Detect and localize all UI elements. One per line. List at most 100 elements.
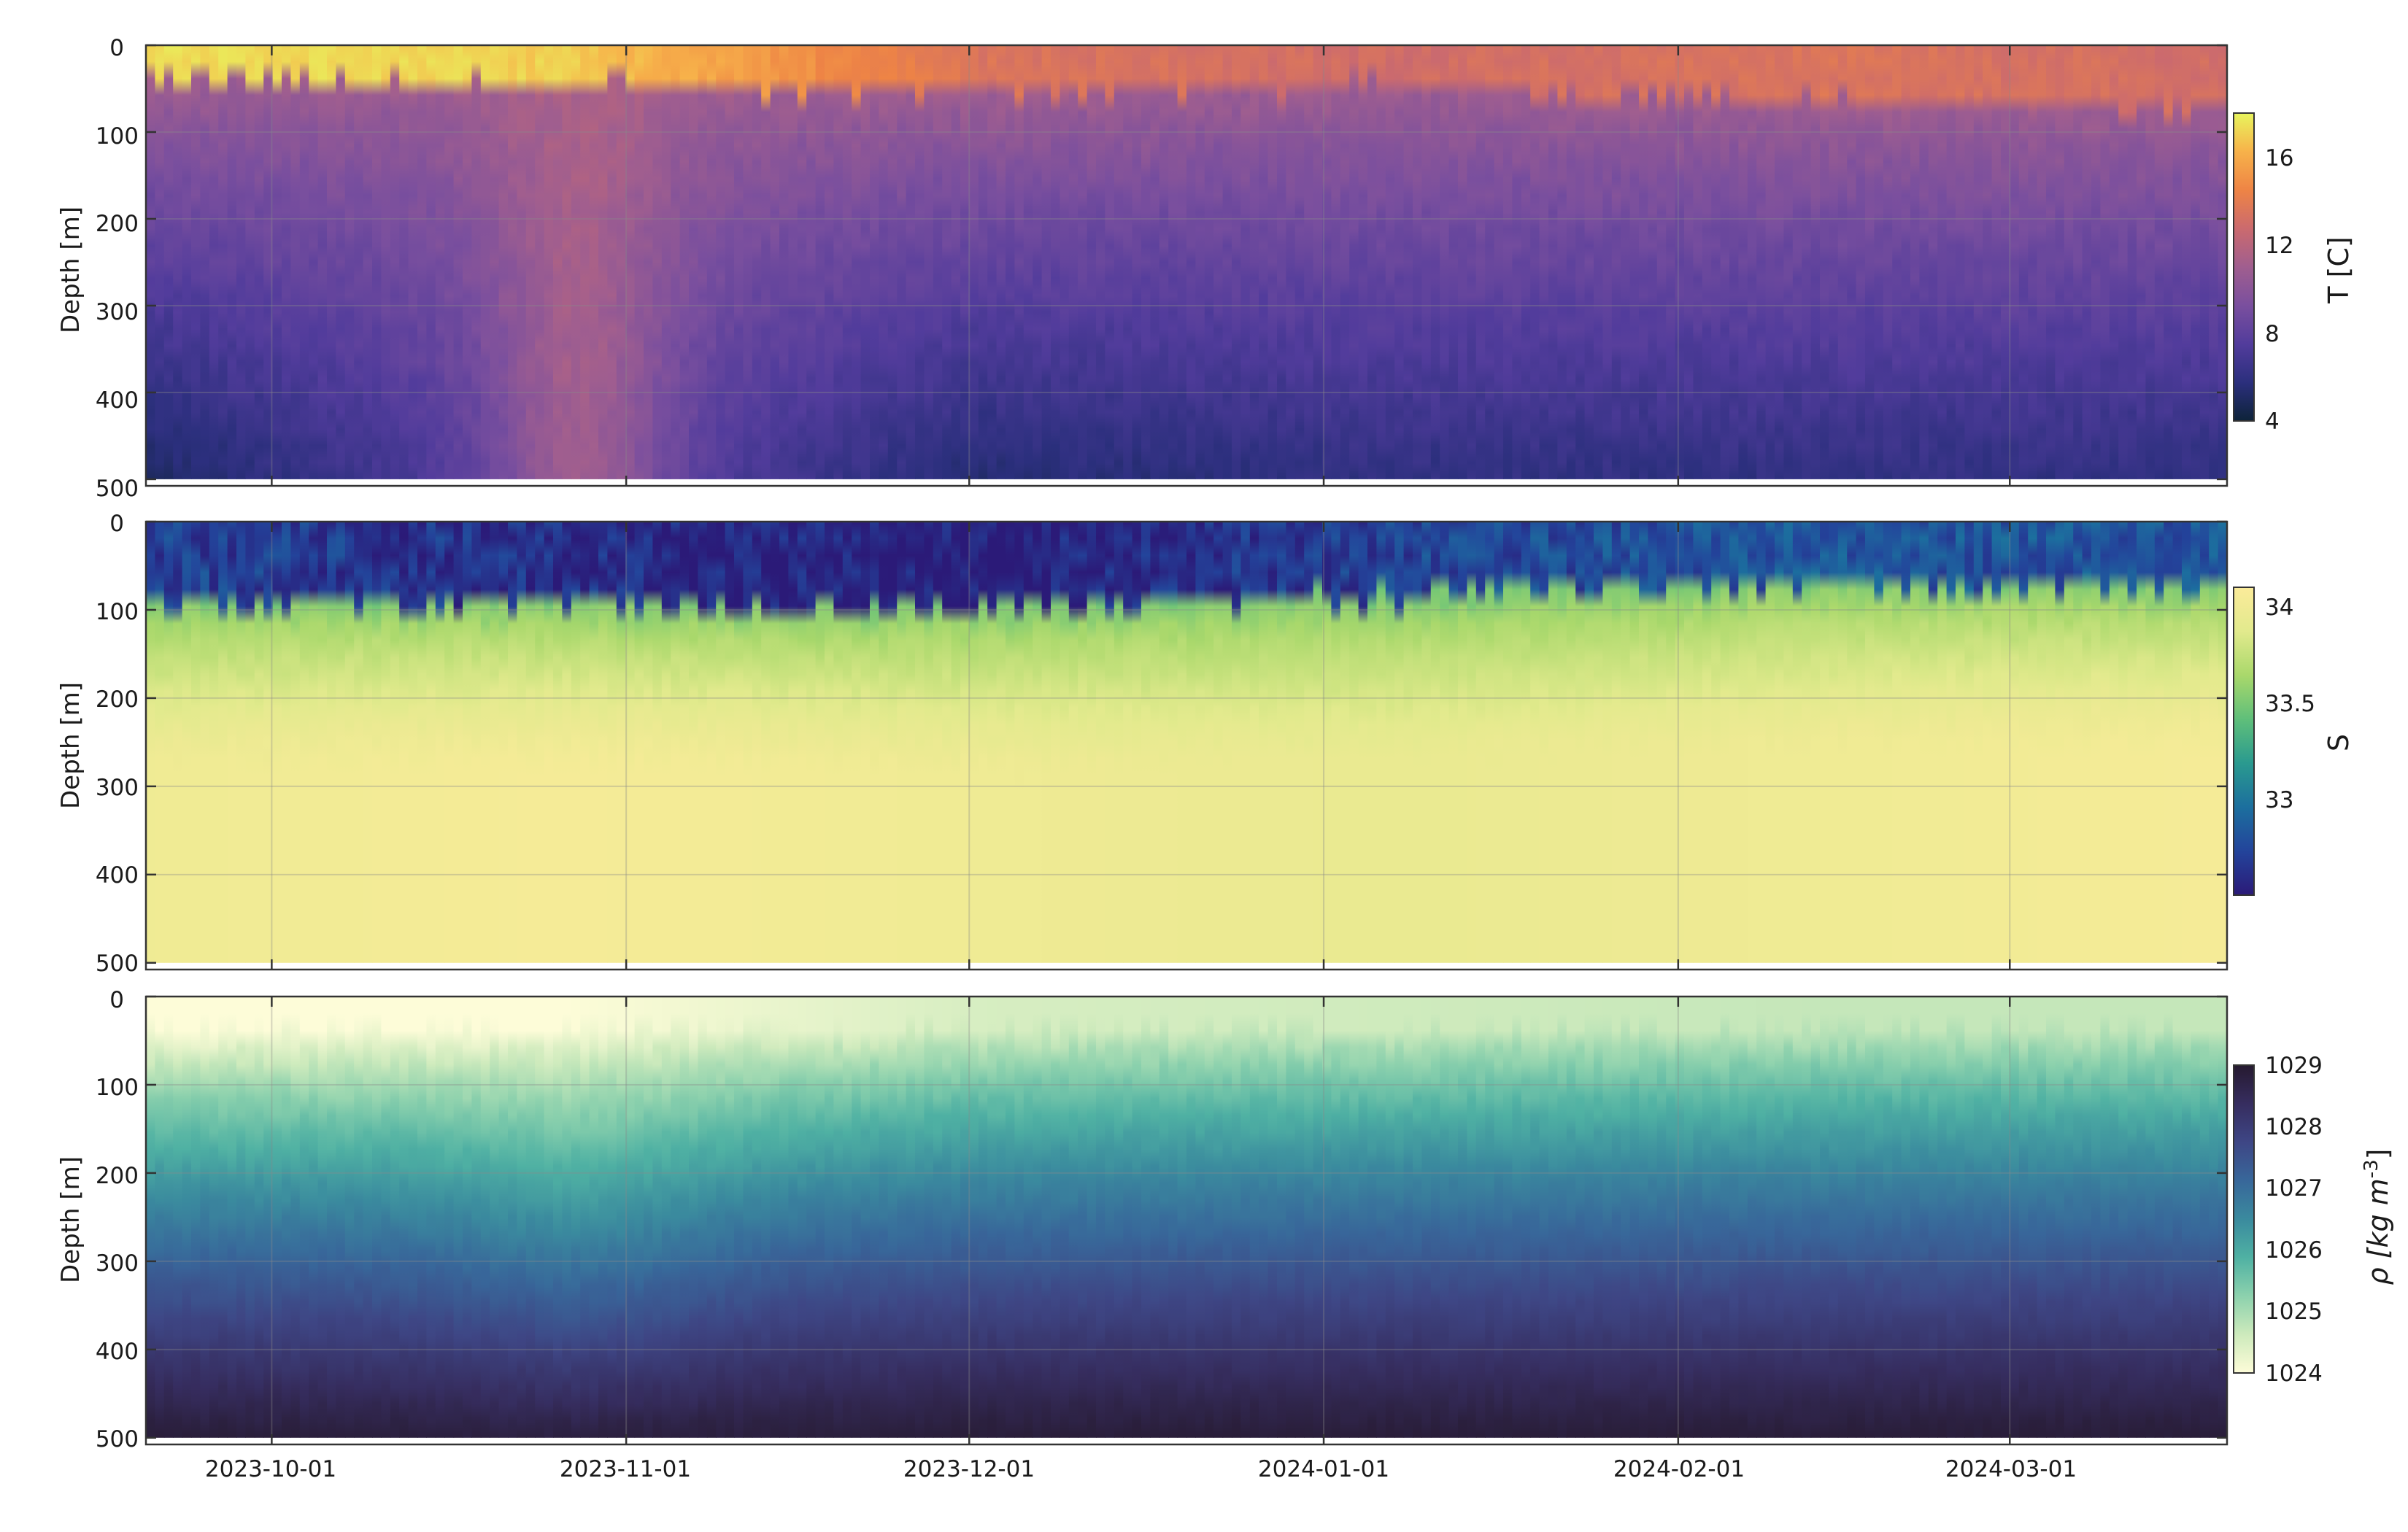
heatmap-cell-column [1322,997,1332,1438]
heatmap-cell-column [525,45,536,479]
heatmap-cell-column [1566,522,1576,963]
heatmap-cell-column [1403,45,1413,479]
heatmap-cell-column [1475,522,1486,963]
heatmap-cell-column [1856,45,1866,479]
heatmap-cell-column [2172,45,2183,479]
heatmap-cell-column [1313,45,1323,479]
heatmap-cell-column [1267,522,1278,963]
heatmap-cell-column [1277,522,1286,963]
heatmap-cell-column [1621,45,1631,479]
heatmap-cell-column [471,997,482,1438]
heatmap-cell-column [607,997,617,1438]
y-tick-label: 400 [96,387,139,414]
salinity-colorbar-bar [2233,587,2255,896]
heatmap-cell-column [1349,997,1359,1438]
heatmap-cell-column [218,522,228,963]
heatmap-cell-column [336,997,346,1438]
heatmap-cell-column [480,45,490,479]
heatmap-cell-column [616,45,626,479]
heatmap-cell-column [1656,45,1667,479]
heatmap-cell-column [1910,997,1920,1438]
heatmap-cell-column [1033,997,1043,1438]
heatmap-cell-column [770,522,780,963]
heatmap-cell-column [535,522,545,963]
heatmap-cell-column [1232,45,1241,479]
heatmap-cell-column [363,522,373,963]
heatmap-cell-column [725,997,735,1438]
heatmap-cell-column [1557,522,1567,963]
heatmap-cell-column [806,997,817,1438]
heatmap-cell-column [1711,522,1721,963]
heatmap-cell-column [2199,45,2210,479]
heatmap-cell-column [1629,45,1640,479]
heatmap-cell-column [716,997,726,1438]
heatmap-cell-column [2082,997,2092,1438]
heatmap-cell-column [2091,522,2101,963]
heatmap-cell-column [852,45,862,479]
heatmap-cell-column [1041,45,1051,479]
heatmap-cell-column [363,997,373,1438]
heatmap-cell-column [1584,45,1594,479]
heatmap-cell-column [1983,997,1993,1438]
heatmap-cell-column [435,997,445,1438]
heatmap-cell-column [1014,997,1024,1438]
heatmap-cell-column [2064,997,2074,1438]
heatmap-cell-column [815,522,825,963]
heatmap-cell-column [1783,45,1794,479]
heatmap-cell-column [842,522,852,963]
heatmap-cell-column [2037,997,2047,1438]
heatmap-cell-column [1304,45,1314,479]
heatmap-cell-column [1023,997,1033,1438]
heatmap-cell-column [1964,45,1975,479]
heatmap-cell-column [309,45,319,479]
heatmap-cell-column [1802,45,1812,479]
colorbar-tick-label: 1025 [2265,1299,2323,1325]
heatmap-cell-column [942,997,952,1438]
heatmap-cell-column [1267,997,1278,1438]
y-tick-label: 0 [109,987,124,1013]
heatmap-cell-column [290,522,301,963]
y-tick-label: 200 [96,686,139,713]
heatmap-cell-column [1421,997,1432,1438]
heatmap-cell-column [390,997,400,1438]
heatmap-cell-column [1204,997,1214,1438]
heatmap-cell-column [1539,997,1549,1438]
heatmap-cell-column [1023,45,1033,479]
heatmap-cell-column [652,45,663,479]
heatmap-cell-column [589,45,599,479]
heatmap-cell-column [544,522,554,963]
heatmap-cell-column [942,45,952,479]
heatmap-cell-column [2182,522,2191,963]
heatmap-cell-column [1041,522,1051,963]
heatmap-cell-column [290,997,301,1438]
heatmap-cell-column [498,997,509,1438]
heatmap-cell-column [2127,522,2137,963]
heatmap-cell-column [1186,997,1196,1438]
heatmap-cell-column [471,522,482,963]
heatmap-cell-column [1775,522,1784,963]
heatmap-cell-column [2010,997,2020,1438]
heatmap-cell-column [336,45,346,479]
heatmap-cell-column [562,522,572,963]
heatmap-cell-column [1684,45,1694,479]
density-y-axis-label: Depth [m] [56,1156,85,1283]
heatmap-cell-column [2037,45,2047,479]
heatmap-cell-column [498,522,509,963]
heatmap-cell-column [1475,997,1486,1438]
heatmap-cell-column [1503,45,1513,479]
heatmap-cell-column [263,522,274,963]
heatmap-cell-column [1232,997,1241,1438]
heatmap-cell-column [833,45,844,479]
colorbar-tick-label: 34 [2265,595,2293,621]
heatmap-cell-column [1548,522,1558,963]
salinity-panel: 0 100 200 300 400 500 Depth [m] 33 33.5 … [56,511,2355,977]
heatmap-cell-column [607,45,617,479]
heatmap-cell-column [399,45,409,479]
heatmap-cell-column [616,997,626,1438]
heatmap-cell-column [426,997,436,1438]
heatmap-cell-column [408,522,418,963]
heatmap-cell-column [1756,45,1767,479]
heatmap-cell-column [1060,997,1070,1438]
heatmap-cell-column [679,997,690,1438]
heatmap-cell-column [1611,522,1621,963]
